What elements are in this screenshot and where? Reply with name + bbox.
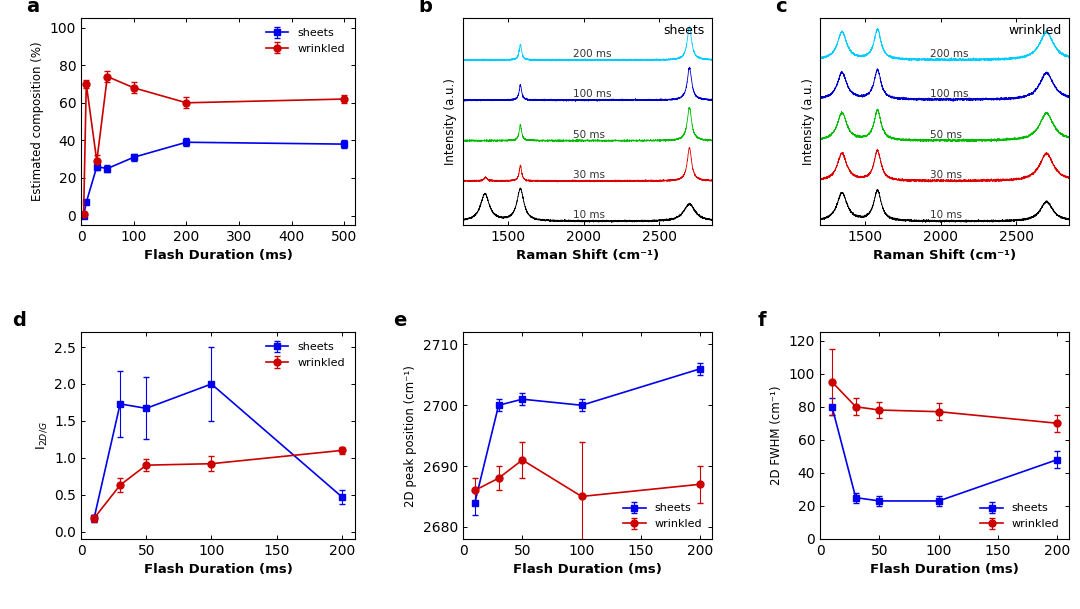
Text: 50 ms: 50 ms: [930, 130, 962, 139]
X-axis label: Flash Duration (ms): Flash Duration (ms): [144, 249, 293, 262]
Text: 10 ms: 10 ms: [930, 210, 962, 220]
X-axis label: Flash Duration (ms): Flash Duration (ms): [513, 563, 662, 576]
Y-axis label: Intensity (a.u.): Intensity (a.u.): [445, 78, 458, 165]
Text: 30 ms: 30 ms: [930, 170, 962, 180]
Text: 50 ms: 50 ms: [573, 130, 605, 139]
Text: sheets: sheets: [663, 24, 704, 38]
Legend: sheets, wrinkled: sheets, wrinkled: [976, 499, 1064, 533]
X-axis label: Raman Shift (cm⁻¹): Raman Shift (cm⁻¹): [516, 249, 659, 262]
X-axis label: Flash Duration (ms): Flash Duration (ms): [870, 563, 1020, 576]
Text: c: c: [775, 0, 787, 16]
Y-axis label: 2D FWHM (cm⁻¹): 2D FWHM (cm⁻¹): [770, 386, 783, 485]
Text: wrinkled: wrinkled: [1009, 24, 1062, 38]
Text: f: f: [758, 311, 767, 330]
Text: 100 ms: 100 ms: [930, 90, 969, 99]
Legend: sheets, wrinkled: sheets, wrinkled: [261, 24, 350, 58]
Text: e: e: [393, 311, 407, 330]
Text: 200 ms: 200 ms: [930, 49, 969, 59]
Text: 200 ms: 200 ms: [573, 49, 611, 59]
Legend: sheets, wrinkled: sheets, wrinkled: [261, 338, 350, 372]
Y-axis label: Estimated composition (%): Estimated composition (%): [31, 42, 44, 202]
Text: 30 ms: 30 ms: [573, 170, 605, 180]
Y-axis label: Intensity (a.u.): Intensity (a.u.): [801, 78, 814, 165]
Legend: sheets, wrinkled: sheets, wrinkled: [619, 499, 706, 533]
Text: 10 ms: 10 ms: [573, 210, 605, 220]
X-axis label: Raman Shift (cm⁻¹): Raman Shift (cm⁻¹): [873, 249, 1016, 262]
Text: d: d: [13, 311, 26, 330]
Text: 100 ms: 100 ms: [573, 90, 611, 99]
Text: a: a: [26, 0, 39, 16]
Text: b: b: [418, 0, 432, 16]
Y-axis label: 2D peak position (cm⁻¹): 2D peak position (cm⁻¹): [404, 365, 417, 507]
X-axis label: Flash Duration (ms): Flash Duration (ms): [144, 563, 293, 576]
Y-axis label: I$_{2D/G}$: I$_{2D/G}$: [33, 421, 49, 450]
